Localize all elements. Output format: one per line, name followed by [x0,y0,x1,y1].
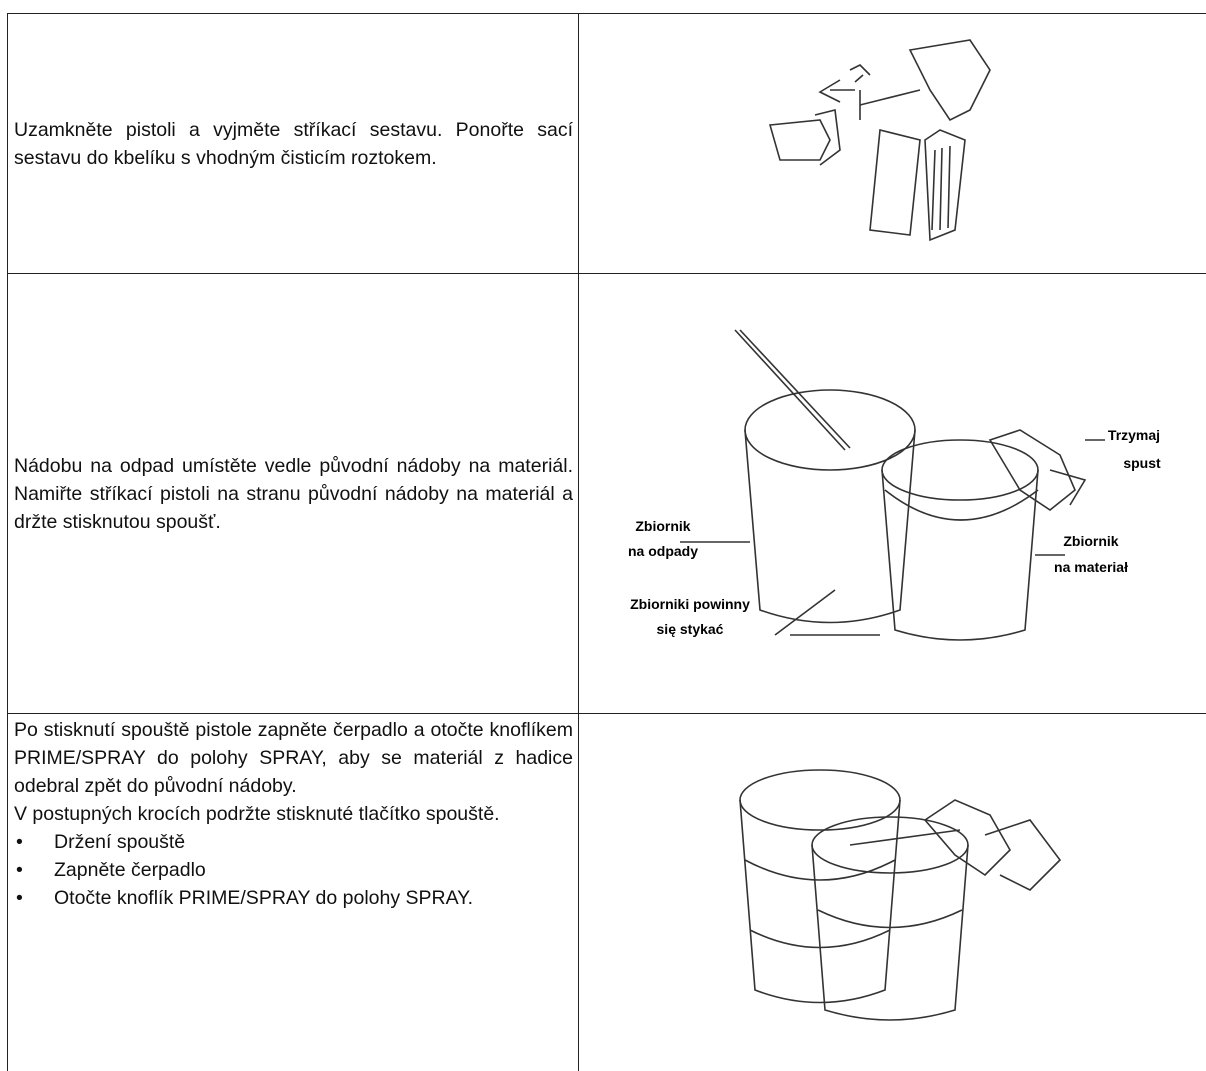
image-label: na odpady [628,543,698,559]
bullet-list: Držení spouště Zapněte čerpadlo Otočte k… [14,828,573,912]
image-label: spust [1123,455,1161,471]
buckets-illustration: Trzymaj spust Zbiornik na odpady Zbiorni… [628,329,1161,641]
instruction: Po stisknutí spouště pistole zapněte čer… [14,719,573,797]
column-divider [578,13,579,1071]
image-label: Trzymaj [1108,427,1160,443]
instruction: Nádobu na odpad umístěte vedle původní n… [14,454,573,533]
image-label: na materiał [1054,559,1128,575]
image-label: Zbiornik [635,518,690,534]
buckets-illustration [739,769,1062,1021]
bullet: Držení spouště [14,828,573,856]
instruction: Uzamkněte pistoli a vyjměte stříkací ses… [14,118,573,169]
image-label: Zbiorniki powinny [630,596,750,612]
spray-gun-illustration [768,39,991,242]
bullet: Zapněte čerpadlo [14,856,573,884]
cell: Uzamkněte pistoli a vyjměte stříkací ses… [14,14,573,273]
row-divider [7,713,1206,714]
row-divider [7,273,1206,274]
instruction: V postupných krocích podržte stisknuté t… [14,803,500,825]
image-label: się stykać [657,621,724,637]
table-border [7,13,8,1071]
table-border [7,13,1206,14]
cell: Nádobu na odpad umístěte vedle původní n… [14,274,573,713]
cell: Po stisknutí spouště pistole zapněte čer… [14,716,573,912]
image-label: Zbiornik [1063,533,1118,549]
bullet: Otočte knoflík PRIME/SPRAY do polohy SPR… [14,884,573,912]
